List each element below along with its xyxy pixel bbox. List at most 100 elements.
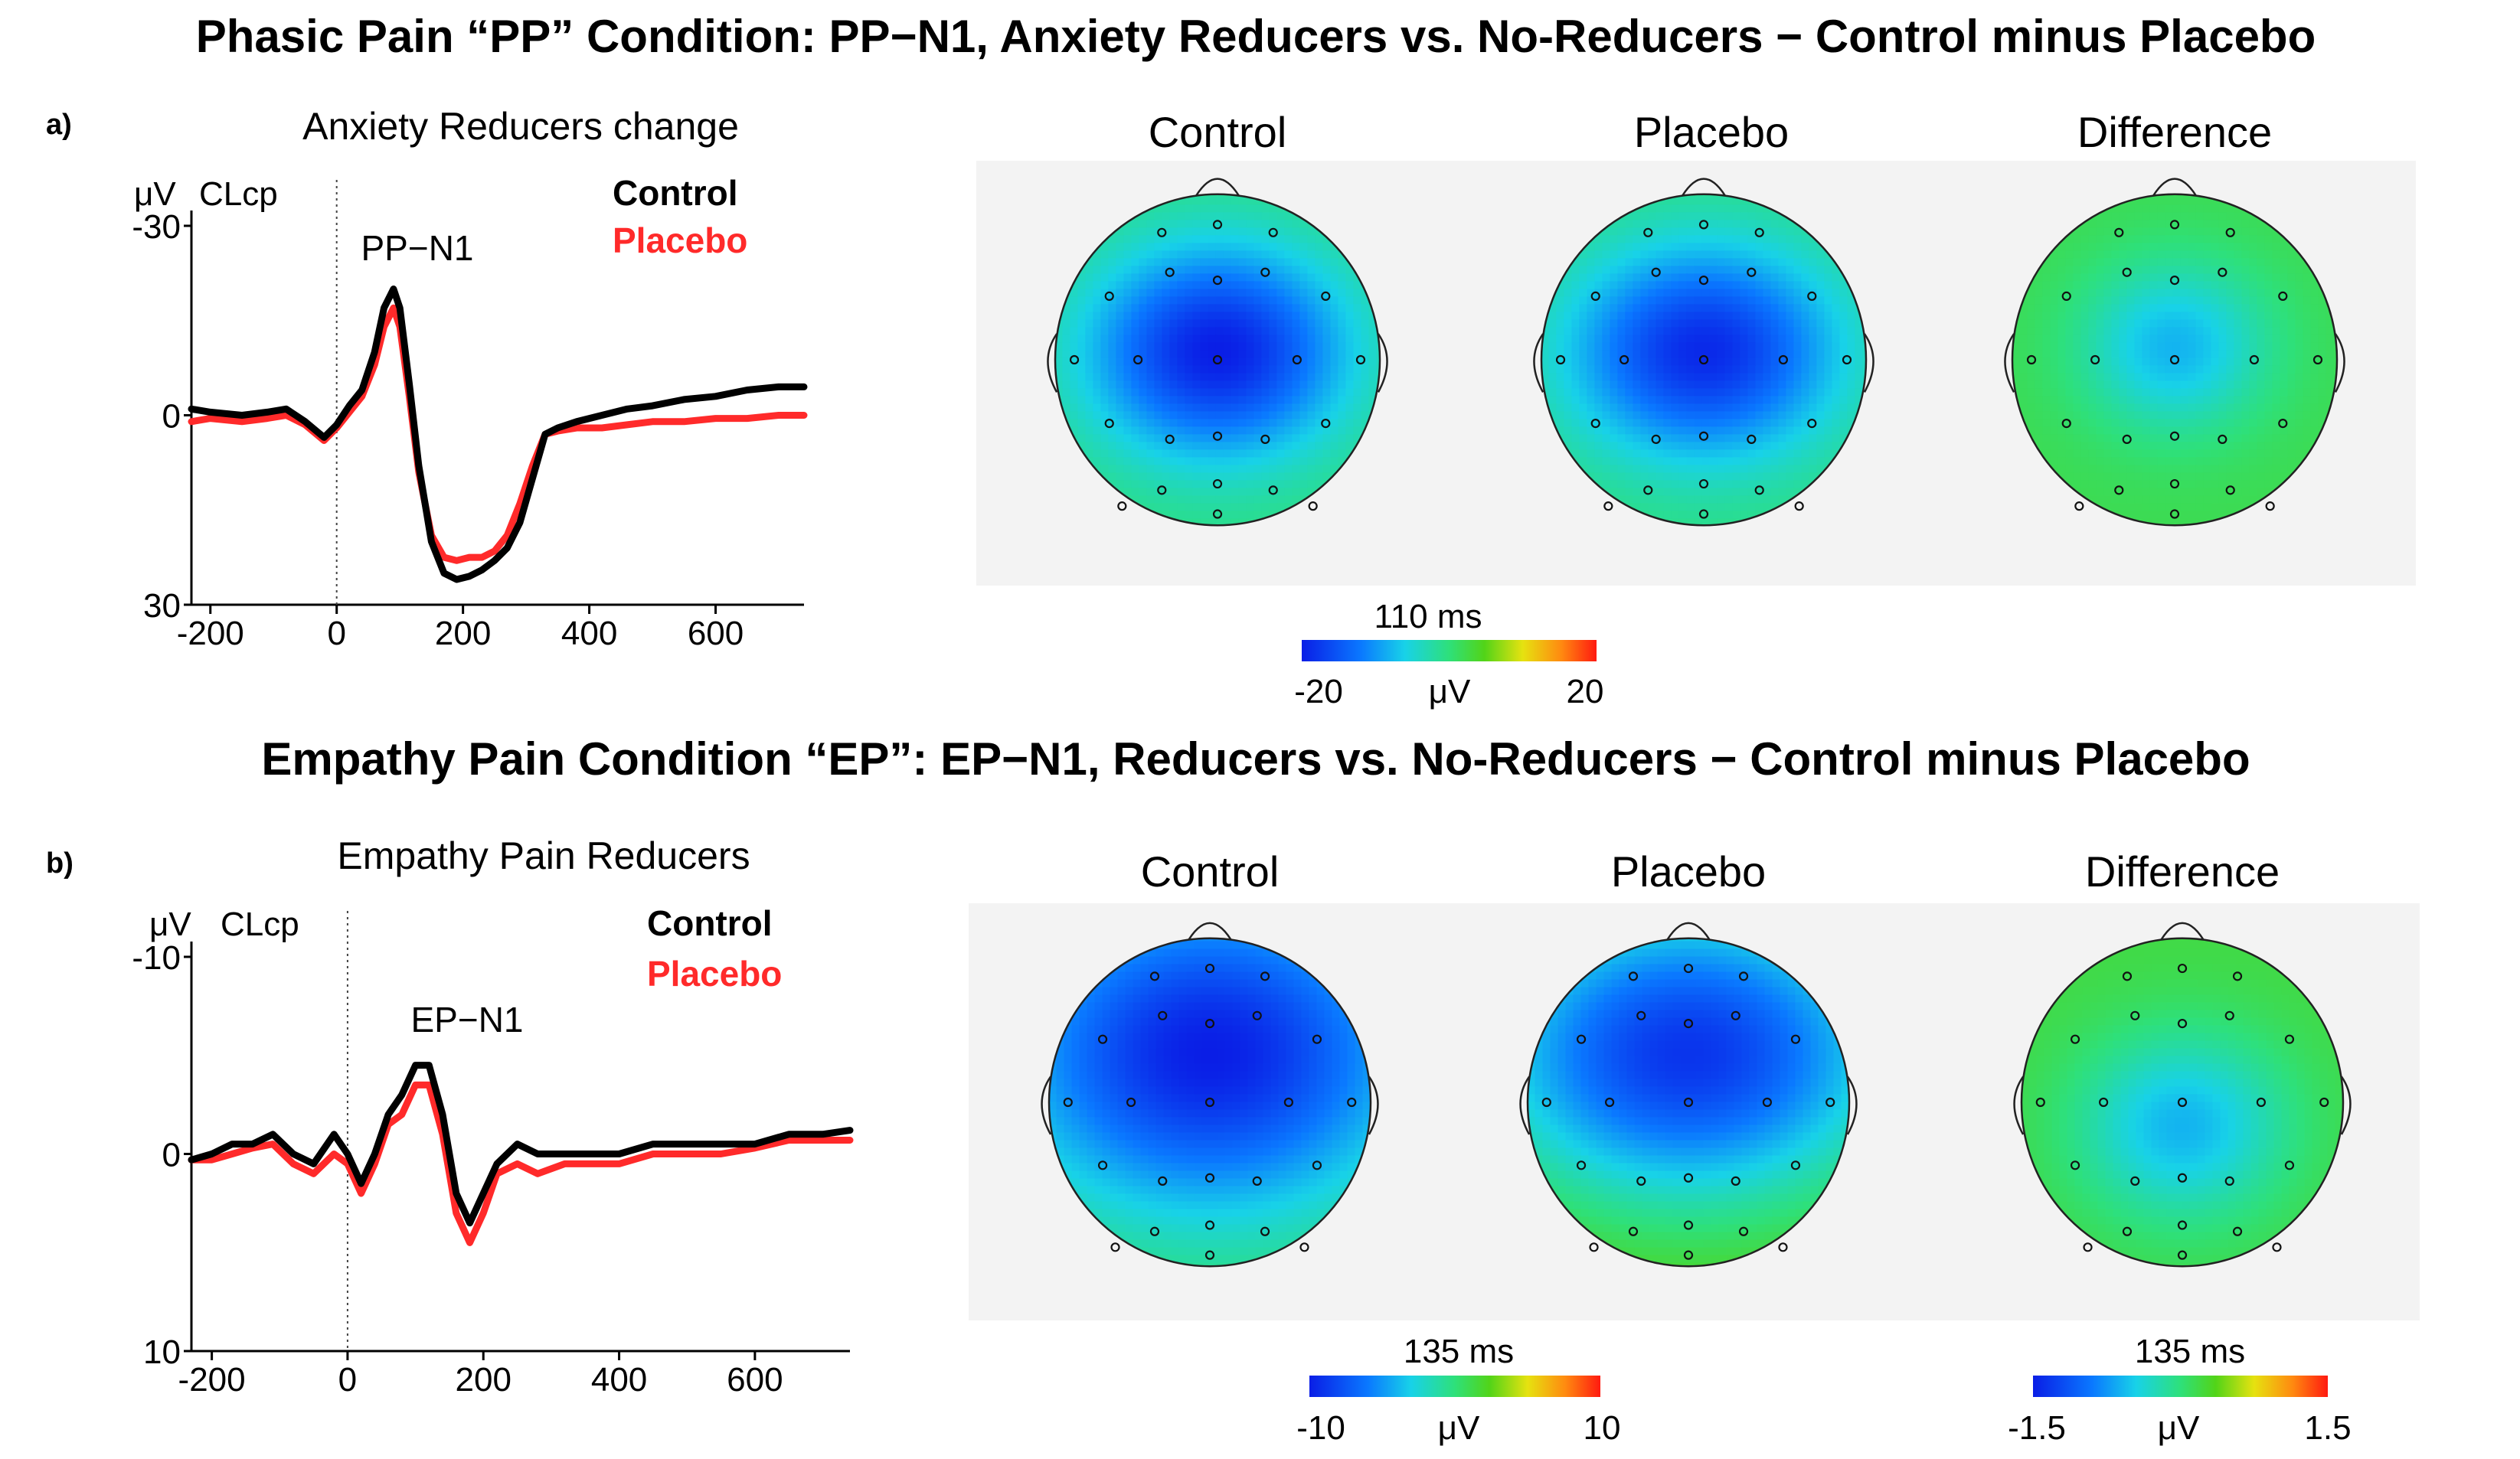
erp-b-channel: CLcp xyxy=(221,906,299,943)
electrode-marker xyxy=(2284,1034,2295,1044)
series-line-placebo-a xyxy=(188,304,808,564)
electrode-marker xyxy=(1149,971,1160,981)
electrode-marker xyxy=(1165,434,1175,444)
electrode-marker xyxy=(1252,1176,1262,1186)
electrode-marker xyxy=(1683,1097,1694,1108)
electrode-marker xyxy=(1698,478,1709,489)
electrode-marker xyxy=(1790,1160,1801,1170)
colorbar-b2-min: -1.5 xyxy=(2008,1409,2066,1447)
right-ear-outline xyxy=(2334,333,2345,393)
left-ear-outline xyxy=(1519,1075,1531,1135)
colorbar-a-max: 20 xyxy=(1567,673,1604,710)
electrode-marker xyxy=(1268,227,1278,237)
electrode-marker xyxy=(2284,1160,2295,1170)
electrode-marker xyxy=(2169,220,2180,230)
erp-b-peak-label: EP−N1 xyxy=(410,1000,523,1040)
electrode-marker xyxy=(1212,509,1223,519)
topomaps-a xyxy=(1047,178,2345,527)
electrode-marker xyxy=(2319,1097,2329,1108)
electrode-marker xyxy=(1683,1173,1694,1183)
electrode-marker xyxy=(1683,1250,1694,1260)
electrode-marker xyxy=(1778,1242,1788,1252)
electrode-marker xyxy=(1731,1176,1740,1186)
electrode-marker xyxy=(1321,291,1331,301)
electrode-marker xyxy=(2122,267,2132,277)
electrode-marker xyxy=(2035,1097,2045,1108)
electrode-marker xyxy=(2169,509,2180,519)
electrode-marker xyxy=(1260,1226,1270,1236)
colorbar-a-gradient xyxy=(1302,640,1597,661)
erp-chart-a: Anxiety Reducers change μV CLcp PP−N1 Co… xyxy=(132,105,808,652)
electrode-marker xyxy=(1576,1160,1587,1170)
electrode-marker xyxy=(2249,354,2259,365)
nose-outline xyxy=(1185,922,1235,945)
electrode-marker xyxy=(1825,1097,1835,1108)
colorbar-b1: 135 ms -10 μV 10 xyxy=(1296,1333,1620,1447)
electrode-marker xyxy=(1204,1097,1215,1108)
x-tick-label-b: 400 xyxy=(591,1361,647,1399)
electrode-marker xyxy=(2114,485,2124,495)
y-tick-label-a: 30 xyxy=(143,587,181,625)
electrode-marker xyxy=(2256,1097,2266,1108)
electrode-marker xyxy=(1097,1034,1108,1044)
head-outline xyxy=(1048,937,1372,1268)
electrode-marker xyxy=(1110,1242,1120,1252)
electrode-marker xyxy=(1628,1226,1639,1236)
electrode-marker xyxy=(1807,291,1817,301)
electrode-marker xyxy=(2177,963,2188,974)
x-tick-label-a: 400 xyxy=(561,615,617,652)
electrode-marker xyxy=(2122,434,2132,444)
y-tick-label-b: 10 xyxy=(143,1333,181,1371)
electrode-marker xyxy=(2130,1176,2140,1186)
nose-outline xyxy=(1678,178,1729,201)
electrode-marker xyxy=(1698,220,1709,230)
electrode-marker xyxy=(1754,227,1764,237)
electrode-marker xyxy=(1204,963,1215,974)
electrode-marker xyxy=(2070,1034,2080,1044)
electrode-marker xyxy=(2224,1010,2234,1020)
erp-a-channel: CLcp xyxy=(199,175,278,213)
electrode-marker xyxy=(2061,419,2071,429)
electrode-marker xyxy=(1747,267,1757,277)
electrode-marker xyxy=(2177,1173,2188,1183)
y-tick-label-b: 0 xyxy=(162,1137,181,1174)
right-ear-outline xyxy=(1368,1075,1379,1135)
electrode-marker xyxy=(1292,354,1302,365)
x-tick-label-b: 600 xyxy=(727,1361,783,1399)
electrode-marker xyxy=(1794,501,1804,511)
erp-b-unit: μV xyxy=(149,906,191,943)
electrode-marker xyxy=(1252,1010,1262,1020)
electrode-marker xyxy=(1603,501,1613,511)
electrode-marker xyxy=(2070,1160,2080,1170)
electrode-marker xyxy=(1790,1034,1801,1044)
electrode-marker xyxy=(2265,501,2275,511)
electrode-marker xyxy=(2083,1242,2093,1252)
colorbar-b1-min: -10 xyxy=(1296,1409,1345,1447)
legend-control-b: Control xyxy=(647,903,773,943)
electrode-marker xyxy=(1104,291,1114,301)
electrode-marker xyxy=(1555,354,1566,365)
topomap-b-label-control: Control xyxy=(1141,847,1280,896)
colorbar-b1-max: 10 xyxy=(1584,1409,1621,1447)
left-ear-outline xyxy=(1041,1075,1052,1135)
head-outline xyxy=(2011,193,2339,527)
electrode-marker xyxy=(1683,963,1694,974)
erp-a-unit: μV xyxy=(134,175,176,213)
topomap-b-placebo xyxy=(1519,922,1858,1268)
electrode-marker xyxy=(1158,1176,1168,1186)
electrode-marker xyxy=(1590,291,1600,301)
electrode-marker xyxy=(1698,354,1709,365)
electrode-marker xyxy=(1590,419,1600,429)
colorbar-a-unit: μV xyxy=(1429,673,1471,710)
electrode-marker xyxy=(1133,354,1143,365)
electrode-marker xyxy=(2278,419,2288,429)
electrode-marker xyxy=(1104,419,1114,429)
series-line-control-a xyxy=(188,286,808,583)
electrode-marker xyxy=(1731,1010,1740,1020)
topomap-a-label-difference: Difference xyxy=(2077,108,2272,156)
nose-outline xyxy=(1192,178,1243,201)
electrode-marker xyxy=(1698,276,1709,286)
electrode-marker xyxy=(1204,1173,1215,1183)
colorbar-b2-max: 1.5 xyxy=(2304,1409,2351,1447)
electrode-marker xyxy=(1347,1097,1357,1108)
